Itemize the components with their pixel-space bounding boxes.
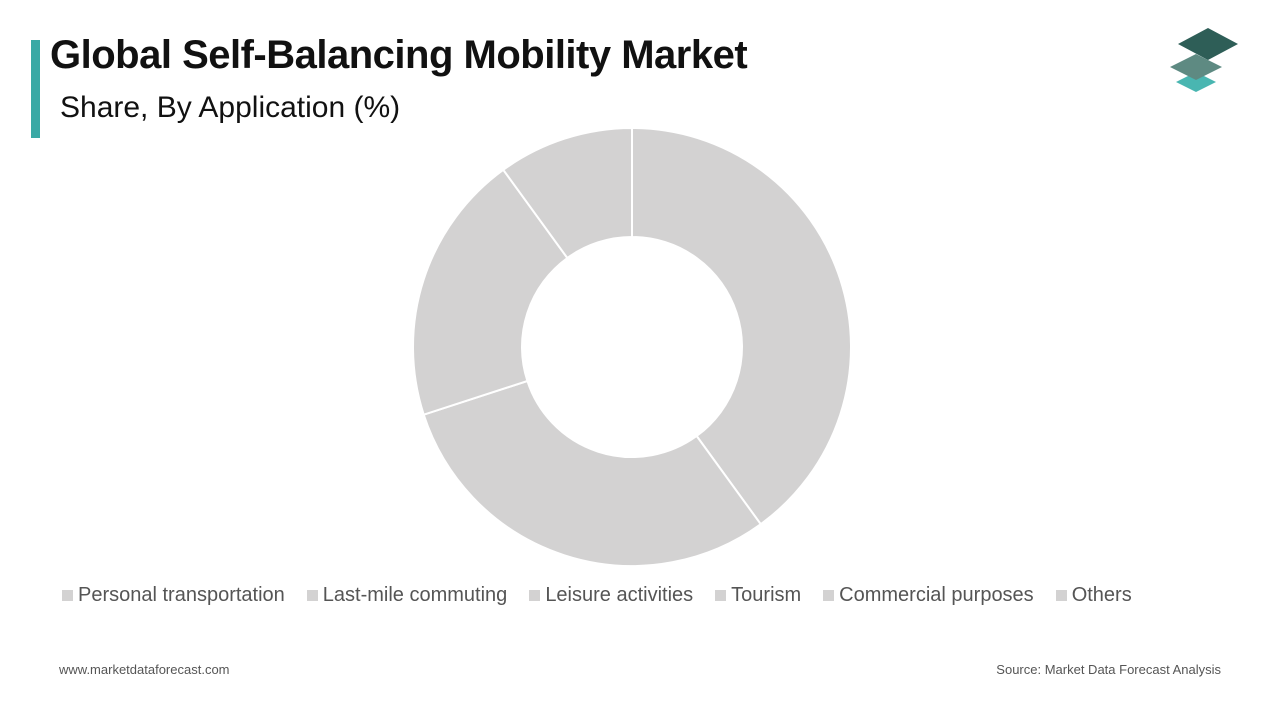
logo-layer-top: [1178, 28, 1238, 60]
pie-slice-last-mile-commuting: [422, 379, 763, 567]
title-accent-bar: [31, 40, 40, 138]
legend-item: Tourism: [715, 584, 801, 607]
legend-swatch: [1055, 589, 1067, 601]
legend-item: Commercial purposes: [823, 584, 1034, 607]
chart-subtitle: Share, By Application (%): [60, 91, 401, 124]
footer-source: Source: Market Data Forecast Analysis: [996, 662, 1221, 677]
legend-item: Last-mile commuting: [306, 583, 508, 607]
legend-swatch: [529, 589, 541, 601]
pie-slice-leisure-activities: [412, 168, 569, 416]
legend-item: Personal transportation: [62, 584, 285, 607]
legend-item: Leisure activities: [529, 584, 693, 607]
legend-swatch: [306, 589, 318, 601]
legend-swatch: [823, 589, 835, 601]
stacked-layers-icon: [1170, 28, 1238, 92]
chart-title: Global Self-Balancing Mobility Market: [50, 33, 748, 77]
logo-layer-bottom: [1176, 72, 1216, 92]
legend-label: Others: [1071, 583, 1132, 606]
footer-website: www.marketdataforecast.com: [59, 662, 230, 677]
legend-item: Others: [1055, 583, 1132, 607]
legend-label: Leisure activities: [545, 583, 694, 606]
legend-swatch: [62, 589, 73, 601]
logo-layer-middle: [1170, 54, 1222, 80]
legend-swatch: [715, 589, 727, 601]
legend-label: Tourism: [731, 583, 802, 606]
legend-label: Personal transportation: [78, 583, 285, 606]
pie-slice-tourism: [501, 126, 633, 260]
pie-slice-personal-transportation: [631, 126, 852, 526]
chart-legend: Personal transportation Last-mile commuti…: [62, 580, 1222, 610]
legend-label: Last-mile commuting: [322, 583, 508, 606]
legend-label: Commercial purposes: [839, 583, 1034, 606]
